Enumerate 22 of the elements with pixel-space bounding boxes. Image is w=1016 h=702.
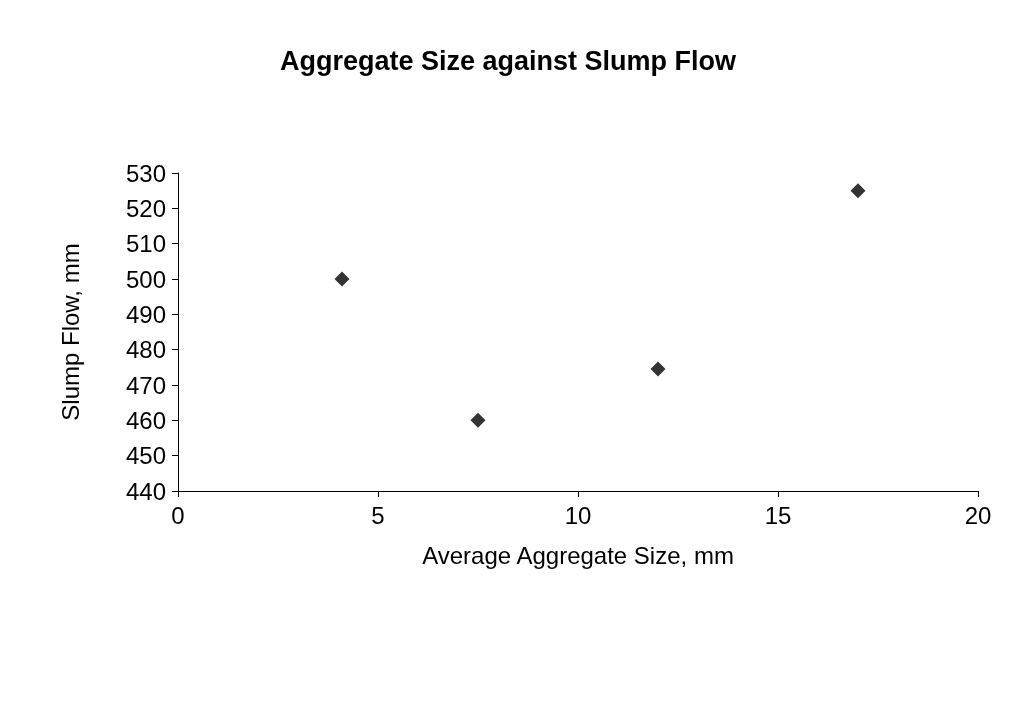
y-tick-label: 490 bbox=[125, 300, 166, 328]
y-tick-label: 500 bbox=[125, 265, 166, 293]
y-tick-label: 510 bbox=[125, 230, 166, 258]
x-tick-label: 10 bbox=[564, 501, 592, 529]
y-tick-label: 480 bbox=[125, 336, 166, 364]
x-tick-label: 15 bbox=[764, 501, 792, 529]
x-axis-title: Average Aggregate Size, mm bbox=[422, 541, 734, 569]
point bbox=[850, 183, 866, 199]
x-tick-label: 5 bbox=[371, 501, 385, 529]
y-tick-label: 470 bbox=[125, 371, 166, 399]
x-tick-label: 20 bbox=[964, 501, 992, 529]
y-axis-title: Slump Flow, mm bbox=[56, 243, 84, 421]
y-tick-label: 530 bbox=[125, 159, 166, 187]
y-tick-label: 450 bbox=[125, 442, 166, 470]
x-tick-label: 0 bbox=[171, 501, 185, 529]
y-tick-label: 440 bbox=[125, 477, 166, 505]
point bbox=[650, 361, 666, 377]
point bbox=[334, 271, 350, 287]
y-tick-label: 460 bbox=[125, 406, 166, 434]
chart-title: Aggregate Size against Slump Flow bbox=[279, 45, 738, 76]
y-tick-label: 520 bbox=[125, 194, 166, 222]
point bbox=[470, 412, 486, 428]
